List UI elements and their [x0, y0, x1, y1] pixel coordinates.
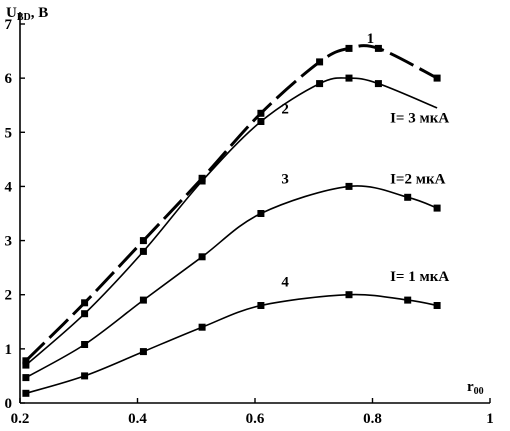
series-4-point-6 [404, 296, 412, 304]
series-1-point-0 [22, 357, 30, 365]
series-4-point-3 [198, 323, 206, 331]
axis-ticks: 0 1 2 3 4 5 6 7 0.2 0.4 0.6 0.8 1 [5, 17, 494, 427]
series-2-point-5 [316, 80, 324, 88]
annotation-current-3: I= 3 мкА [390, 111, 449, 127]
x-tick-label-0: 0.2 [11, 411, 30, 427]
series-3-point-3 [198, 253, 206, 261]
x-tick-label-4: 1 [486, 411, 494, 427]
series-1-point-7 [374, 44, 382, 52]
series-1-point-5 [316, 58, 324, 66]
y-tick-label-6: 6 [5, 71, 13, 87]
series-3-point-7 [433, 204, 441, 212]
series-2-point-3 [198, 177, 206, 185]
axes [19, 12, 490, 404]
annotation-label-2: 2 [281, 101, 289, 117]
series-3-point-4 [257, 210, 265, 217]
series-3-point-2 [139, 296, 147, 304]
series-3-point-5 [345, 182, 353, 190]
series-3-point-1 [81, 341, 89, 348]
series-4-point-5 [345, 291, 353, 299]
x-axis-title-main: r [467, 379, 474, 395]
series-2-point-4 [257, 118, 265, 125]
series-lines [24, 44, 438, 395]
series-2-point-0 [22, 361, 30, 369]
series-1-point-6 [345, 44, 353, 52]
series-2-point-6 [345, 74, 353, 82]
series-3-point-0 [22, 374, 30, 382]
annotation-label-4: 4 [281, 275, 289, 291]
y-tick-label-3: 3 [5, 234, 13, 250]
series-1-point-1 [81, 299, 89, 307]
annotation-current-1: I= 1 мкА [390, 269, 449, 285]
series-4-point-2 [139, 348, 147, 356]
x-axis-title-sub: 00 [474, 386, 484, 397]
series-2-point-2 [139, 247, 147, 255]
series-line-4 [25, 293, 438, 395]
y-axis-title-sub: BD [17, 12, 31, 23]
series-line-1 [24, 44, 438, 362]
annotation-label-3: 3 [281, 172, 289, 188]
y-tick-label-5: 5 [5, 125, 13, 141]
series-1-point-8 [433, 74, 441, 82]
annotation-current-2: I=2 мкА [390, 172, 445, 188]
y-tick-label-7: 7 [5, 17, 13, 33]
series-line-2 [25, 77, 438, 366]
y-tick-label-4: 4 [5, 179, 13, 195]
series-2-point-7 [374, 80, 382, 88]
series-4-point-0 [22, 389, 30, 397]
series-1-point-4 [257, 109, 265, 117]
annotations: 1 2 3 4 I= 3 мкА I=2 мкА I= 1 мкА [281, 31, 449, 291]
series-4-point-4 [257, 302, 265, 309]
series-line-3 [25, 185, 438, 379]
y-tick-label-2: 2 [5, 288, 13, 304]
series-4-point-1 [81, 372, 89, 380]
annotation-label-1: 1 [367, 31, 375, 47]
y-tick-label-1: 1 [5, 342, 13, 358]
series-4-point-7 [433, 302, 441, 309]
y-axis-title-main: U [6, 5, 17, 21]
series-1-point-2 [139, 237, 147, 245]
series-3-point-6 [404, 193, 412, 201]
x-tick-label-2: 0.6 [246, 411, 265, 427]
x-axis-title: r00 [467, 379, 484, 397]
y-tick-label-0: 0 [5, 396, 13, 412]
series-2-point-1 [81, 310, 89, 318]
x-tick-label-3: 0.8 [363, 411, 382, 427]
y-axis-title-unit: , В [31, 5, 49, 21]
series-markers [22, 44, 441, 397]
y-axis-title: UBD, В [6, 5, 48, 23]
x-tick-label-1: 0.4 [128, 411, 147, 427]
